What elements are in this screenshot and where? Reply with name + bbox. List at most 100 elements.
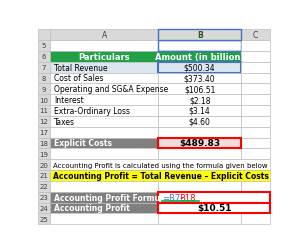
Text: =B7-: =B7-: [162, 193, 183, 202]
Bar: [158, 116, 241, 127]
Bar: [158, 30, 241, 41]
Text: Taxes: Taxes: [54, 117, 75, 126]
Bar: [50, 95, 158, 106]
Bar: [158, 203, 270, 213]
Text: $10.51: $10.51: [197, 204, 232, 213]
Text: 12: 12: [40, 119, 48, 125]
Bar: [241, 127, 270, 138]
Bar: [241, 181, 270, 192]
Bar: [158, 181, 241, 192]
Bar: [158, 73, 241, 84]
Bar: [50, 52, 158, 62]
Text: $106.51: $106.51: [184, 85, 215, 94]
Bar: [38, 41, 50, 52]
Bar: [38, 106, 50, 116]
Bar: [38, 95, 50, 106]
Text: Amount (in billion): Amount (in billion): [155, 53, 244, 61]
Bar: [241, 52, 270, 62]
Bar: [50, 192, 158, 203]
Text: $373.40: $373.40: [184, 74, 215, 83]
Bar: [50, 116, 158, 127]
Bar: [50, 73, 158, 84]
Bar: [241, 84, 270, 95]
Text: Accounting Profit Formula: Accounting Profit Formula: [54, 193, 168, 202]
Bar: [158, 41, 241, 52]
Text: 21: 21: [40, 173, 48, 179]
Bar: [158, 127, 241, 138]
Text: Extra-Ordinary Loss: Extra-Ordinary Loss: [54, 107, 130, 115]
Bar: [50, 181, 158, 192]
Text: Accounting Profit: Accounting Profit: [54, 204, 130, 213]
Bar: [241, 149, 270, 160]
Bar: [241, 106, 270, 116]
Text: Accounting Profit is calculated using the formula given below: Accounting Profit is calculated using th…: [52, 162, 267, 168]
Text: 11: 11: [39, 108, 48, 114]
Text: Accounting Profit = Total Revenue – Explicit Costs: Accounting Profit = Total Revenue – Expl…: [52, 171, 268, 180]
Bar: [50, 106, 158, 116]
Text: B: B: [197, 31, 203, 40]
Bar: [38, 138, 50, 149]
Bar: [38, 160, 50, 170]
Text: $500.34: $500.34: [184, 64, 215, 72]
Text: 5: 5: [42, 43, 46, 49]
Text: 18: 18: [39, 140, 48, 146]
Bar: [158, 192, 270, 203]
Text: Total Revenue: Total Revenue: [54, 64, 107, 72]
Bar: [38, 181, 50, 192]
Bar: [38, 149, 50, 160]
Bar: [241, 62, 270, 73]
Bar: [241, 73, 270, 84]
Text: Particulars: Particulars: [79, 53, 130, 61]
Bar: [50, 160, 270, 170]
Text: Cost of Sales: Cost of Sales: [54, 74, 103, 83]
Text: 24: 24: [40, 205, 48, 211]
Bar: [158, 84, 241, 95]
Bar: [241, 95, 270, 106]
Bar: [38, 213, 50, 224]
Text: B18: B18: [179, 193, 196, 202]
Bar: [38, 192, 50, 203]
Bar: [38, 73, 50, 84]
Bar: [38, 30, 50, 41]
Bar: [50, 138, 158, 149]
Bar: [50, 84, 158, 95]
Bar: [50, 30, 158, 41]
Text: A: A: [102, 31, 107, 40]
Text: C: C: [253, 31, 258, 40]
Bar: [38, 170, 50, 181]
Text: 20: 20: [40, 162, 48, 168]
Bar: [158, 95, 241, 106]
Bar: [50, 149, 158, 160]
Bar: [38, 62, 50, 73]
Bar: [158, 106, 241, 116]
Text: 10: 10: [39, 97, 48, 103]
Text: Operating and SG&A Expense: Operating and SG&A Expense: [54, 85, 168, 94]
Text: Interest: Interest: [54, 96, 83, 105]
Text: 7: 7: [42, 65, 46, 71]
Text: Explicit Costs: Explicit Costs: [54, 139, 112, 148]
Bar: [158, 149, 241, 160]
Text: $4.60: $4.60: [189, 117, 211, 126]
Bar: [50, 170, 270, 181]
Text: 19: 19: [39, 151, 48, 157]
Text: 22: 22: [40, 183, 48, 190]
Text: $489.83: $489.83: [179, 139, 220, 148]
Bar: [241, 213, 270, 224]
Bar: [158, 62, 241, 73]
Bar: [158, 213, 241, 224]
Bar: [241, 30, 270, 41]
Text: 17: 17: [39, 130, 48, 136]
Bar: [50, 203, 158, 213]
Bar: [38, 203, 50, 213]
Bar: [241, 138, 270, 149]
Bar: [158, 138, 241, 149]
Bar: [241, 41, 270, 52]
Bar: [38, 127, 50, 138]
Text: $3.14: $3.14: [189, 107, 211, 115]
Text: 25: 25: [40, 216, 48, 222]
Bar: [50, 127, 158, 138]
Bar: [38, 52, 50, 62]
Text: 9: 9: [42, 86, 46, 92]
Bar: [38, 116, 50, 127]
Text: 8: 8: [42, 76, 46, 82]
